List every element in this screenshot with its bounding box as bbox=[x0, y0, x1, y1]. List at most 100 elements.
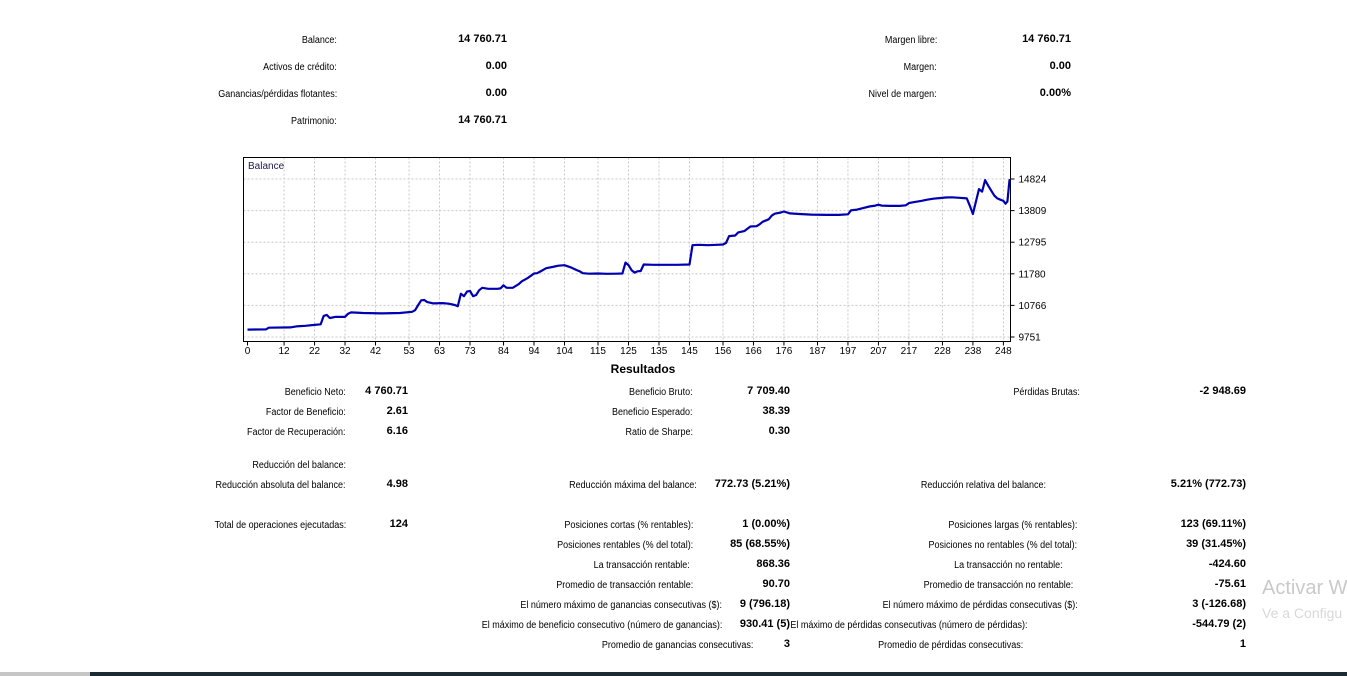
stat-value: 123 (69.11%) bbox=[1180, 518, 1246, 530]
stat-value: 14 760.71 bbox=[1022, 33, 1071, 45]
stat-label: Activos de crédito: bbox=[263, 62, 337, 73]
x-tick-label: 156 bbox=[715, 346, 732, 357]
stat-label: Promedio de pérdidas consecutivas: bbox=[877, 640, 1023, 651]
stat-label: El máximo de beneficio consecutivo (núme… bbox=[481, 620, 722, 631]
x-tick-label: 42 bbox=[370, 346, 382, 357]
stat-label: Promedio de transacción rentable: bbox=[555, 580, 693, 591]
x-tick-label: 0 bbox=[245, 346, 251, 357]
x-tick-label: 84 bbox=[498, 346, 510, 357]
stat-label: Pérdidas Brutas: bbox=[1013, 387, 1080, 398]
stat-label: Beneficio Neto: bbox=[284, 387, 346, 398]
x-tick-label: 145 bbox=[681, 346, 698, 357]
stat-value: 868.36 bbox=[756, 558, 790, 570]
stat-value: 124 bbox=[389, 518, 408, 530]
x-tick-label: 63 bbox=[434, 346, 446, 357]
x-tick-label: 197 bbox=[840, 346, 857, 357]
stat-value: -2 948.69 bbox=[1199, 385, 1246, 397]
balance-chart: 0 12 22 32 42 53 63 73 84 94 104 115 125 135 145 156 166… bbox=[240, 155, 1060, 360]
x-tick-label: 94 bbox=[528, 346, 540, 357]
stat-label: Total de operaciones ejecutadas: bbox=[214, 520, 346, 531]
x-tick-label: 32 bbox=[339, 346, 351, 357]
stat-value: 6.16 bbox=[386, 425, 408, 437]
stat-label: El número máximo de ganancias consecutiv… bbox=[520, 600, 722, 611]
stat-value: 772.73 (5.21%) bbox=[714, 478, 790, 490]
stat-value: 5.21% (772.73) bbox=[1170, 478, 1246, 490]
stat-value: 0.00 bbox=[485, 87, 507, 99]
stat-value: -544.79 (2) bbox=[1192, 618, 1246, 630]
stat-label: Reducción del balance: bbox=[252, 460, 346, 471]
stat-value: -75.61 bbox=[1214, 578, 1246, 590]
stat-value: 90.70 bbox=[762, 578, 790, 590]
stat-value: 0.00 bbox=[1049, 60, 1071, 72]
stat-value: 0.30 bbox=[768, 425, 790, 437]
stat-value: 14 760.71 bbox=[458, 114, 507, 126]
stat-label: La transacción no rentable: bbox=[954, 560, 1063, 571]
stat-value: 3 bbox=[783, 638, 790, 650]
stat-value: 0.00% bbox=[1039, 87, 1071, 99]
balance-chart-svg: 0 12 22 32 42 53 63 73 84 94 104 115 125 135 145 156 166… bbox=[243, 157, 1047, 357]
stat-value: 0.00 bbox=[485, 60, 507, 72]
stat-label: Beneficio Bruto: bbox=[629, 387, 693, 398]
stat-label: Margen libre: bbox=[884, 35, 937, 46]
stat-value: -424.60 bbox=[1208, 558, 1246, 570]
x-tick-label: 73 bbox=[464, 346, 476, 357]
stat-label: El número máximo de pérdidas consecutiva… bbox=[882, 600, 1078, 611]
chart-border bbox=[243, 157, 1011, 342]
stat-value: 2.61 bbox=[386, 405, 408, 417]
stat-label: Promedio de transacción no rentable: bbox=[923, 580, 1073, 591]
stat-value: 930.41 (5) bbox=[739, 618, 790, 630]
chart-legend-label: Balance bbox=[248, 161, 285, 172]
y-tick-label: 14824 bbox=[1019, 175, 1047, 186]
x-tick-label: 12 bbox=[279, 346, 291, 357]
x-tick-label: 135 bbox=[651, 346, 668, 357]
y-tick-label: 9751 bbox=[1019, 333, 1042, 344]
stat-value: 1 bbox=[1239, 638, 1246, 650]
stat-label: Patrimonio: bbox=[291, 116, 337, 127]
stat-label: Margen: bbox=[903, 62, 937, 73]
x-tick-label: 53 bbox=[403, 346, 415, 357]
stat-value: 7 709.40 bbox=[747, 385, 790, 397]
taskbar-edge bbox=[90, 672, 1347, 676]
y-tick-label: 10766 bbox=[1019, 301, 1047, 312]
stat-label: Nivel de margen: bbox=[868, 89, 937, 100]
y-tick-label: 11780 bbox=[1019, 269, 1047, 280]
stat-label: Balance: bbox=[301, 35, 337, 46]
y-tick-label: 13809 bbox=[1019, 206, 1047, 217]
x-tick-label: 248 bbox=[995, 346, 1012, 357]
x-tick-label: 125 bbox=[620, 346, 637, 357]
stat-value: 4 760.71 bbox=[365, 385, 408, 397]
windows-activation-watermark: Activar W Ve a Configu bbox=[1262, 576, 1347, 622]
x-tick-label: 115 bbox=[590, 346, 606, 357]
x-tick-label: 166 bbox=[745, 346, 762, 357]
watermark-line2: Ve a Configu bbox=[1262, 605, 1343, 621]
taskbar-edge-left bbox=[0, 672, 90, 676]
balance-series-line bbox=[247, 179, 1011, 331]
stat-value: 85 (68.55%) bbox=[730, 538, 790, 550]
x-tick-label: 207 bbox=[870, 346, 887, 357]
stat-label: Factor de Recuperación: bbox=[247, 427, 346, 438]
stat-value: 14 760.71 bbox=[458, 33, 507, 45]
x-tick-label: 238 bbox=[965, 346, 982, 357]
x-tick-label: 104 bbox=[556, 346, 573, 357]
x-tick-label: 228 bbox=[934, 346, 951, 357]
y-tick-label: 12795 bbox=[1019, 238, 1047, 249]
x-tick-label: 187 bbox=[809, 346, 826, 357]
stat-value: 9 (796.18) bbox=[739, 598, 790, 610]
stat-label: Beneficio Esperado: bbox=[612, 407, 693, 418]
stat-label: La transacción rentable: bbox=[593, 560, 690, 571]
stat-value: 1 (0.00%) bbox=[742, 518, 790, 530]
stat-label: Factor de Beneficio: bbox=[265, 407, 346, 418]
x-tick-label: 176 bbox=[776, 346, 793, 357]
stat-label: Posiciones largas (% rentables): bbox=[947, 520, 1077, 531]
stat-value: 39 (31.45%) bbox=[1186, 538, 1246, 550]
stat-label: Posiciones cortas (% rentables): bbox=[563, 520, 693, 531]
stat-label: Reducción absoluta del balance: bbox=[215, 480, 346, 491]
stat-label: Posiciones rentables (% del total): bbox=[556, 540, 693, 551]
stat-label: El máximo de pérdidas consecutivas (núme… bbox=[789, 620, 1027, 631]
x-tick-label: 217 bbox=[901, 346, 918, 357]
watermark-line1: Activar W bbox=[1262, 577, 1347, 599]
stat-label: Ratio de Sharpe: bbox=[625, 427, 693, 438]
stat-value: 3 (-126.68) bbox=[1192, 598, 1246, 610]
stat-value: 38.39 bbox=[762, 405, 790, 417]
